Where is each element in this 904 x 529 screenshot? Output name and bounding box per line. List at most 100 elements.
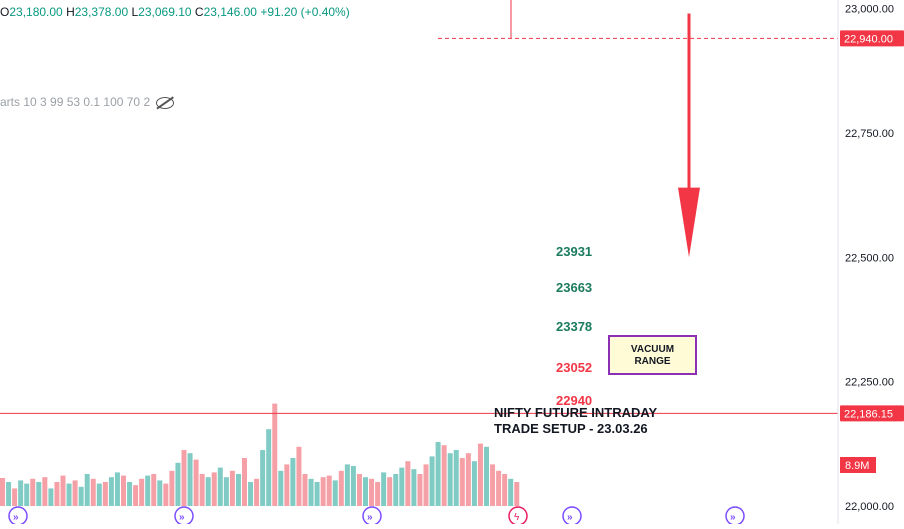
price-tag-bg [840, 405, 904, 422]
volume-bar [290, 458, 296, 506]
eye-hidden-icon[interactable] [156, 96, 175, 109]
levels [0, 37, 838, 414]
volume-bar [42, 477, 48, 506]
price-tick-label: 22,000.00 [845, 501, 894, 513]
volume-tag-bg [840, 457, 876, 473]
open-value: 23,180.00 [9, 5, 63, 19]
volume-bar [72, 480, 78, 506]
price-tick-label: 22,500.00 [845, 252, 894, 264]
volume-bar [423, 464, 429, 506]
event-marker-glyph: » [179, 512, 185, 523]
price-axis[interactable]: 25,750.0025,500.0025,250.0025,000.0024,7… [837, 0, 904, 524]
volume-bar [459, 458, 465, 506]
vacuum-range-box: VACUUM RANGE [608, 335, 697, 375]
price-tick-label: 23,000.00 [845, 4, 894, 16]
vacuum-line1: VACUUM [630, 344, 675, 355]
volume-bar [102, 482, 108, 506]
volume-bar [314, 482, 320, 506]
volume-bar [272, 403, 278, 506]
indicator-legend[interactable]: arts 10 3 99 53 0.1 100 70 2 [0, 95, 175, 109]
volume-bar [108, 477, 114, 506]
ohlc-legend: O23,180.00 H23,378.00 L23,069.10 C23,146… [0, 5, 350, 19]
vacuum-line2: RANGE [634, 356, 671, 367]
price-tags: 25,921.0025,870.4025,556.5525,503.6525,4… [840, 30, 904, 473]
volume-bar [187, 453, 193, 506]
volume-bar [96, 483, 102, 506]
volume-bar [387, 477, 393, 506]
volume-bar [145, 475, 151, 506]
volume-bar [502, 474, 508, 506]
volume-bar [508, 478, 514, 506]
volume-bar [12, 488, 18, 506]
volume-bar [308, 478, 314, 506]
volume-bar [36, 482, 42, 506]
open-label: O [0, 5, 10, 19]
volume-bar [229, 470, 235, 506]
low-label: L [131, 5, 139, 19]
volume-bar [363, 477, 368, 506]
volume-bar [260, 450, 266, 506]
volume-bar [181, 450, 187, 506]
down-arrow-head [678, 187, 700, 258]
volume-bar [235, 474, 241, 506]
price-tick-label: 22,250.00 [845, 377, 894, 389]
high-value: 23,378.00 [74, 5, 129, 19]
event-marker-glyph: » [730, 512, 736, 523]
high-label: H [66, 5, 75, 19]
volume-bar [121, 475, 126, 506]
volume-bar [484, 446, 489, 506]
volume-bar [248, 482, 254, 506]
level-label-22940: 22940 [556, 393, 593, 408]
volume-bar [435, 442, 441, 506]
volume-bar [453, 450, 459, 506]
volume-bar [211, 472, 217, 506]
volume-bar [242, 458, 247, 506]
volume-bar [477, 443, 483, 506]
volume-bar [78, 486, 84, 506]
volume-bar [496, 470, 502, 506]
price-axis-bg[interactable] [838, 0, 904, 524]
indicator-text: arts 10 3 99 53 0.1 100 70 2 [0, 95, 151, 109]
volume-bar [465, 453, 471, 506]
volume-bar [350, 466, 356, 506]
volume-bar [447, 453, 453, 506]
volume-bar [381, 472, 387, 506]
volume-bar [127, 482, 133, 506]
volume-bar [6, 482, 12, 506]
volume-bar [157, 480, 163, 506]
volume-bar [193, 459, 199, 506]
volume-bar [18, 480, 24, 506]
change-value: +91.20 (+0.40%) [260, 5, 350, 19]
setup-title-line2: TRADE SETUP - 23.03.26 [494, 421, 648, 436]
volume-bar [514, 482, 520, 506]
volume-bar [151, 474, 157, 506]
volume-bar [48, 488, 54, 506]
volume-bar [90, 478, 96, 506]
low-value: 23,069.10 [138, 5, 192, 19]
volume-bar [223, 477, 229, 506]
volume-bar [133, 485, 139, 506]
price-tag-label: 22,186.15 [844, 408, 893, 420]
volume-bar [393, 474, 399, 506]
volume-bar [0, 478, 5, 506]
volume-bar [441, 445, 447, 506]
volume-bar [84, 474, 90, 506]
volume-bar [471, 461, 477, 506]
volume-bar [199, 474, 205, 506]
volume-bar [266, 429, 272, 506]
volume-bar [163, 483, 169, 506]
volume-bar [356, 474, 362, 506]
volume-bar [284, 464, 290, 506]
bottom-markers: » » » » » ϟ [8, 506, 745, 526]
volume-bar [60, 475, 66, 506]
volume-bar [417, 474, 423, 506]
volume-bar [175, 462, 181, 506]
event-marker-glyph: » [567, 512, 573, 523]
volume-bar [369, 478, 375, 506]
volume-bar [326, 475, 332, 506]
price-tick-label: 22,750.00 [845, 128, 894, 140]
volume-bar [344, 464, 350, 506]
volume-bar [114, 472, 120, 506]
